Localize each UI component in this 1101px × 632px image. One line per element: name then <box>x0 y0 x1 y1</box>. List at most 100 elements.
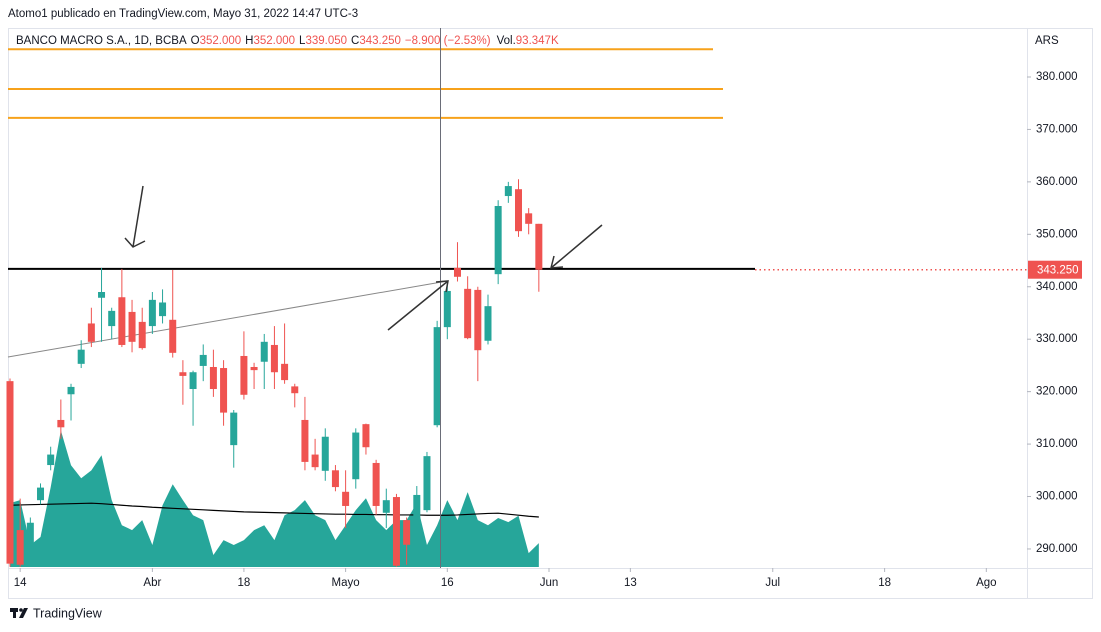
candle-body <box>342 491 350 506</box>
arrow-head <box>435 280 449 293</box>
y-tick-label: 310.000 <box>1036 438 1078 450</box>
candle-body <box>494 205 502 275</box>
candle-body <box>47 454 55 466</box>
candle-body <box>321 436 329 471</box>
candle-body <box>230 412 238 446</box>
legend-key: L <box>299 35 306 47</box>
candle-body <box>515 189 522 232</box>
candle-body <box>240 355 248 395</box>
x-tick-label: 18 <box>238 577 251 589</box>
candle-body <box>179 372 187 376</box>
candle-body <box>423 456 431 511</box>
candle-body <box>128 311 136 342</box>
x-tick-label: Abr <box>143 577 161 589</box>
legend-key: O <box>191 35 200 47</box>
candle-body <box>6 381 14 564</box>
legend-value: 352.000 <box>253 35 295 47</box>
candle-body <box>250 366 258 371</box>
y-tick-label: 300.000 <box>1036 491 1078 503</box>
y-tick-label: 350.000 <box>1036 228 1078 240</box>
logo-part <box>19 608 23 612</box>
candle-body <box>433 327 441 426</box>
candle-body <box>77 349 85 364</box>
candle-body <box>484 306 492 341</box>
byline: Atomo1 publicado en TradingView.com, May… <box>8 8 358 20</box>
candle-body <box>372 462 380 506</box>
x-tick-label: Ago <box>976 577 996 589</box>
candle-body <box>260 341 268 362</box>
candle-body <box>443 290 451 328</box>
legend-key: C <box>351 35 359 47</box>
x-tick-label: 13 <box>624 577 637 589</box>
legend-change: −8.900 (−2.53%) <box>405 35 491 47</box>
y-tick-label: 340.000 <box>1036 281 1078 293</box>
candle-body <box>352 432 360 480</box>
arrow <box>132 185 144 248</box>
candle-body <box>362 424 370 448</box>
candle-body <box>403 520 411 545</box>
candle-body <box>67 386 75 395</box>
arrow <box>387 280 449 331</box>
legend-value: 343.250 <box>359 35 401 47</box>
candle-body <box>392 497 400 566</box>
candle-body <box>87 323 95 342</box>
candle-body <box>270 344 278 373</box>
arrow-head <box>124 237 146 248</box>
candle-body <box>57 419 65 428</box>
logo <box>10 608 28 618</box>
legend-key: H <box>245 35 253 47</box>
frame <box>8 28 1093 599</box>
candle-body <box>16 530 24 565</box>
logo-part <box>19 608 28 618</box>
y-tick-label: 330.000 <box>1036 333 1078 345</box>
x-tick-label: Jul <box>765 577 780 589</box>
plot <box>6 48 1027 567</box>
y-tick-label: 290.000 <box>1036 543 1078 555</box>
y-tick-label: 370.000 <box>1036 123 1078 135</box>
candle-body <box>108 310 116 327</box>
candle-body <box>474 289 482 351</box>
legend-value: 93.347K <box>516 35 559 47</box>
legend-value: 339.050 <box>305 35 347 47</box>
x-tick-label: 18 <box>878 577 891 589</box>
candle-body <box>98 291 106 298</box>
x-tick-label: Jun <box>540 577 559 589</box>
y-tick-label: 360.000 <box>1036 176 1078 188</box>
candle-body <box>118 297 126 345</box>
candle-body <box>209 366 217 390</box>
candle-body <box>291 386 299 394</box>
candle-body <box>464 288 472 339</box>
candle-body <box>159 302 167 317</box>
candle-body <box>220 368 228 413</box>
brand: TradingView <box>33 606 103 620</box>
candle-body <box>138 321 146 349</box>
candle-body <box>331 470 339 488</box>
candle-body <box>301 419 309 462</box>
candle-body <box>504 186 512 197</box>
candle-body <box>453 267 461 277</box>
candle-body <box>199 354 207 366</box>
legend-key: Vol. <box>497 35 516 47</box>
candle-body <box>413 494 421 520</box>
x-tick-label: 16 <box>441 577 454 589</box>
x-tick-label: Mayo <box>332 577 360 589</box>
y-tick-label: 380.000 <box>1036 71 1078 83</box>
candle-body <box>382 500 390 513</box>
candle-body <box>525 213 533 224</box>
price-tag-label: 343.250 <box>1037 265 1079 277</box>
legend: BANCO MACRO S.A., 1D, BCBA O352.000 H352.0… <box>16 35 559 47</box>
candle-body <box>169 319 177 353</box>
arrow <box>550 224 603 269</box>
arrows <box>124 185 603 331</box>
currency: ARS <box>1035 35 1059 47</box>
candle-body <box>281 363 289 381</box>
candle-body <box>148 299 156 327</box>
logo-part <box>13 608 16 618</box>
candle-body <box>311 454 319 468</box>
candle-body <box>37 487 45 501</box>
y-tick-label: 320.000 <box>1036 386 1078 398</box>
symbol: BANCO MACRO S.A., 1D, BCBA <box>16 35 187 47</box>
x-tick-label: 14 <box>14 577 27 589</box>
